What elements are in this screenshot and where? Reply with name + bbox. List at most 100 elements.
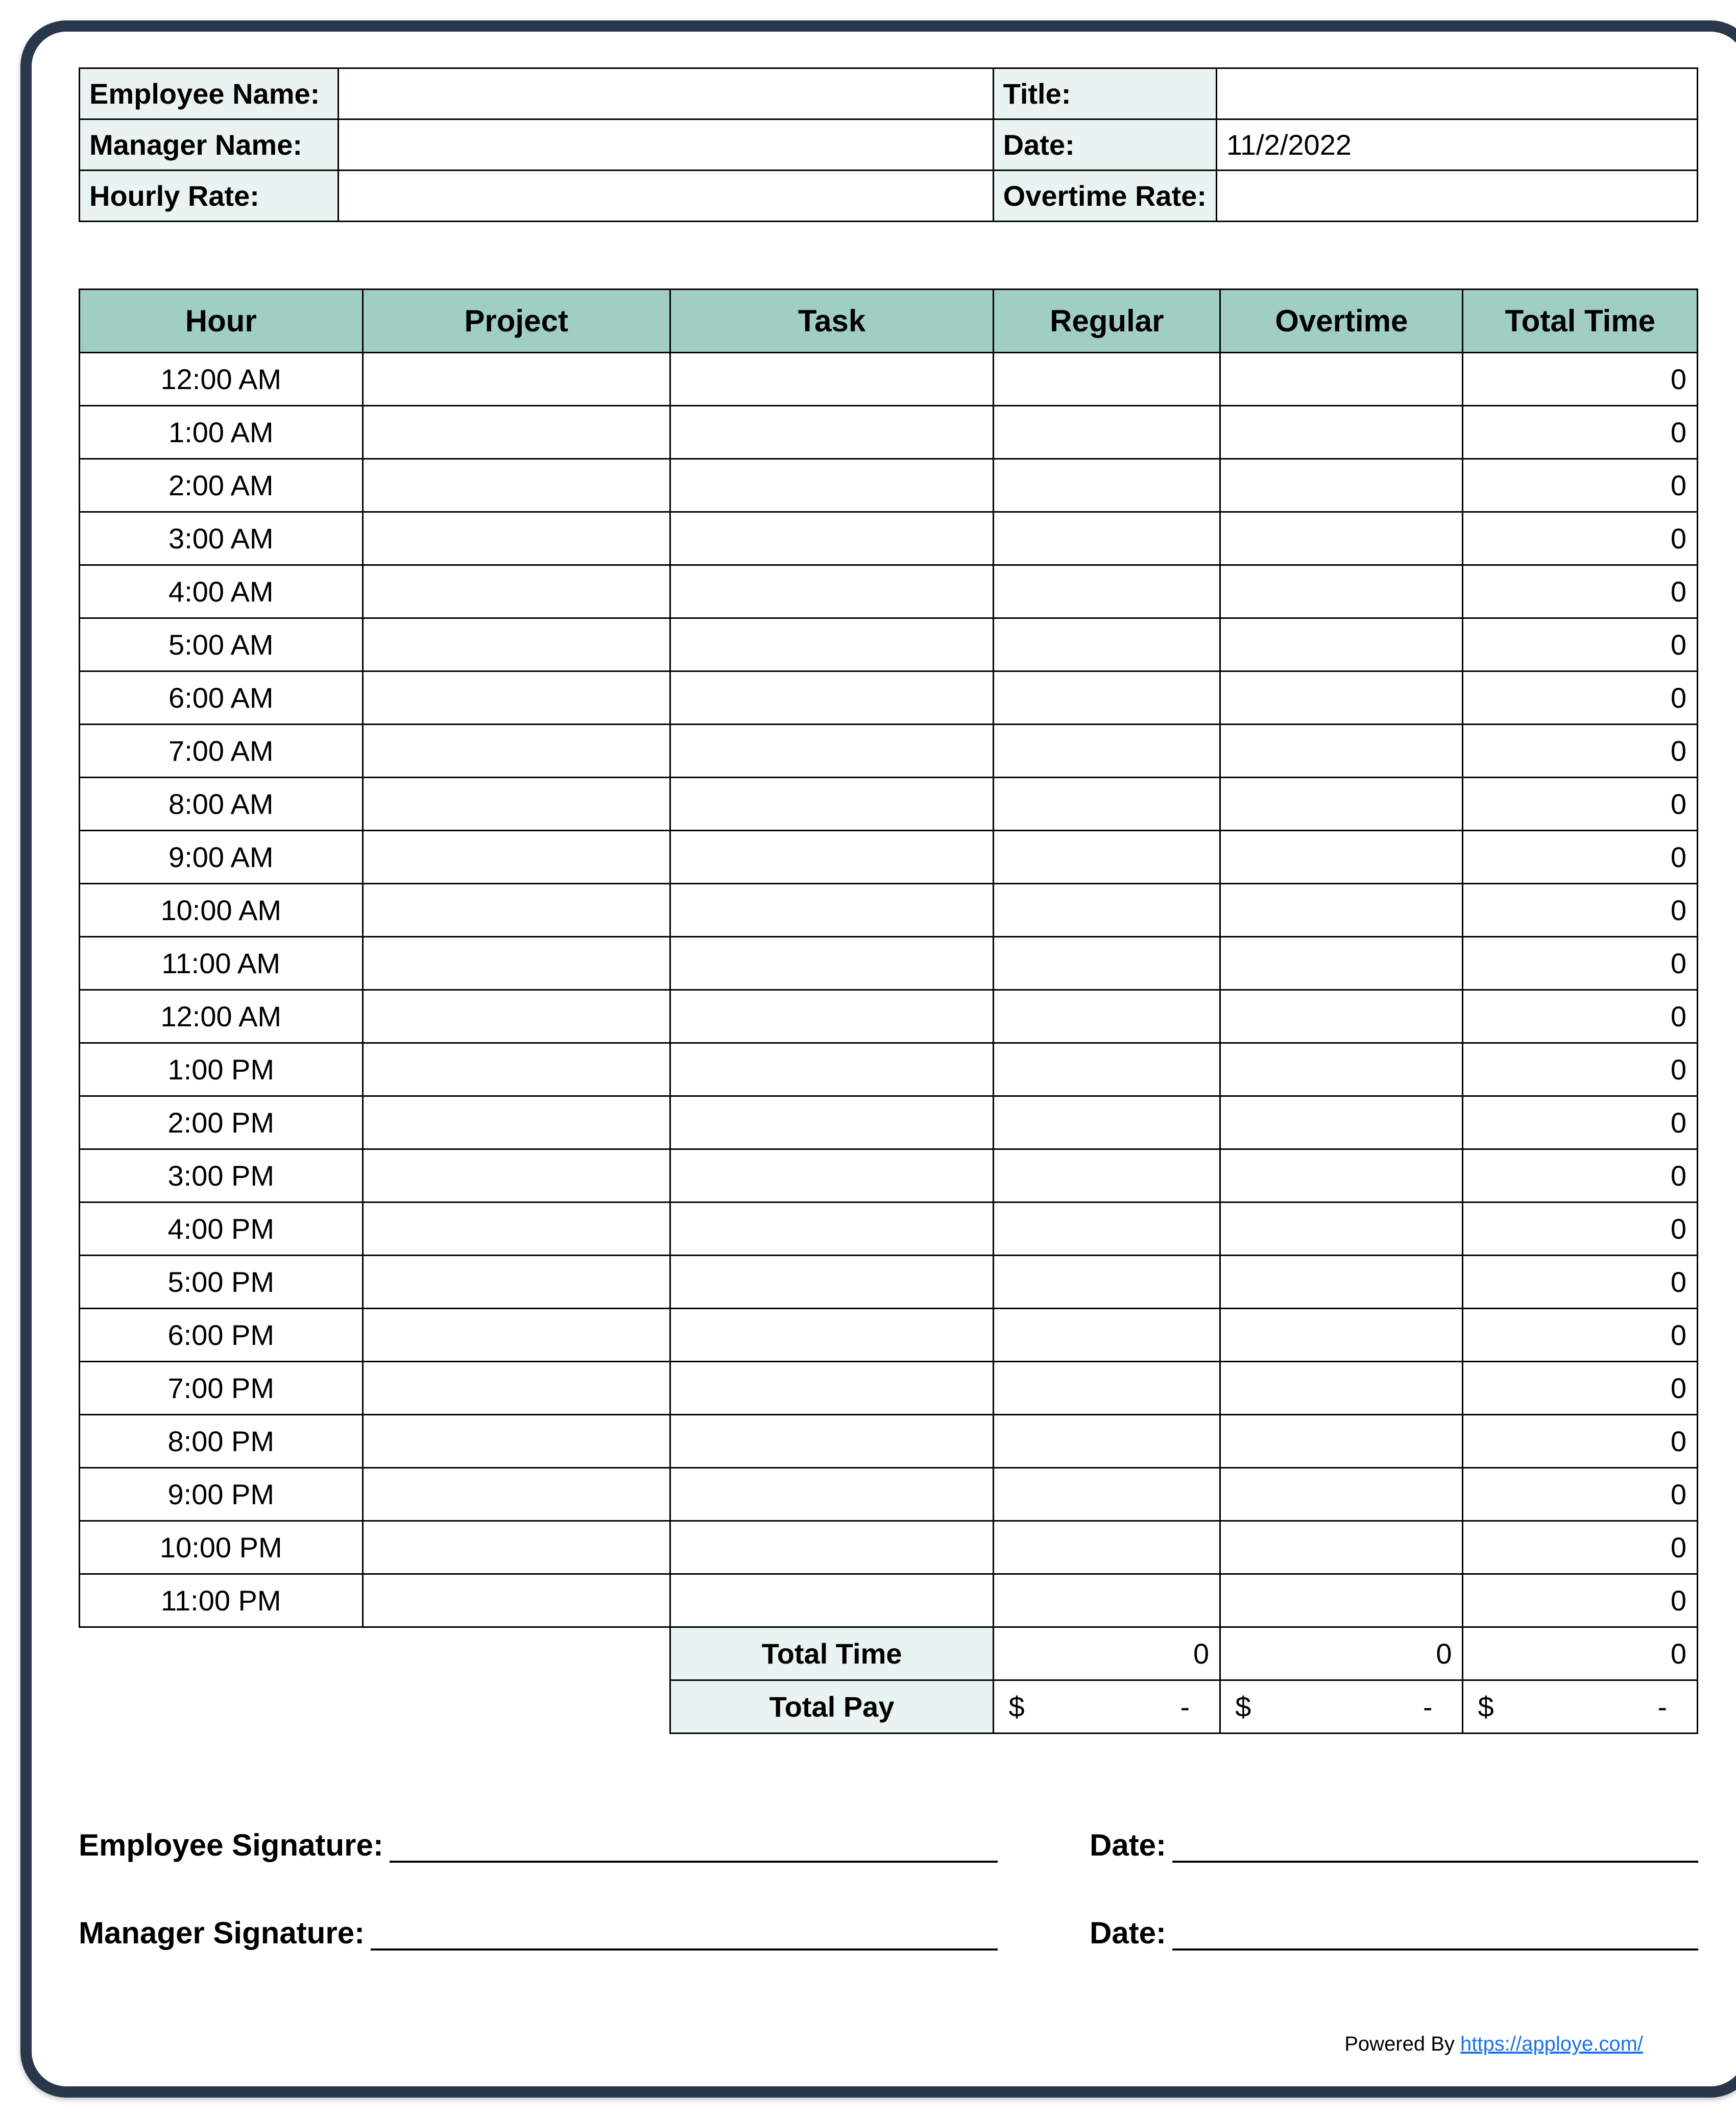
cell-regular[interactable] xyxy=(994,353,1220,406)
cell-task[interactable] xyxy=(670,1574,994,1627)
cell-task[interactable] xyxy=(670,725,994,778)
cell-task[interactable] xyxy=(670,1043,994,1096)
cell-overtime[interactable] xyxy=(1220,725,1463,778)
cell-overtime[interactable] xyxy=(1220,353,1463,406)
cell-overtime[interactable] xyxy=(1220,778,1463,831)
cell-task[interactable] xyxy=(670,1415,994,1468)
cell-task[interactable] xyxy=(670,1256,994,1309)
cell-project[interactable] xyxy=(363,884,670,937)
cell-task[interactable] xyxy=(670,406,994,459)
cell-regular[interactable] xyxy=(994,1256,1220,1309)
cell-overtime[interactable] xyxy=(1220,1468,1463,1521)
cell-task[interactable] xyxy=(670,1096,994,1149)
cell-regular[interactable] xyxy=(994,1415,1220,1468)
cell-regular[interactable] xyxy=(994,512,1220,565)
cell-project[interactable] xyxy=(363,671,670,725)
cell-regular[interactable] xyxy=(994,778,1220,831)
cell-project[interactable] xyxy=(363,1415,670,1468)
cell-project[interactable] xyxy=(363,937,670,990)
cell-overtime[interactable] xyxy=(1220,1574,1463,1627)
cell-project[interactable] xyxy=(363,406,670,459)
cell-overtime[interactable] xyxy=(1220,406,1463,459)
cell-overtime[interactable] xyxy=(1220,1521,1463,1574)
value-manager-name[interactable] xyxy=(338,119,993,171)
cell-overtime[interactable] xyxy=(1220,671,1463,725)
cell-overtime[interactable] xyxy=(1220,1256,1463,1309)
value-hourly-rate[interactable] xyxy=(338,171,993,222)
cell-task[interactable] xyxy=(670,990,994,1043)
cell-regular[interactable] xyxy=(994,831,1220,884)
value-date[interactable]: 11/2/2022 xyxy=(1217,119,1698,171)
cell-overtime[interactable] xyxy=(1220,459,1463,512)
cell-project[interactable] xyxy=(363,990,670,1043)
cell-project[interactable] xyxy=(363,1149,670,1202)
cell-overtime[interactable] xyxy=(1220,618,1463,671)
cell-project[interactable] xyxy=(363,1362,670,1415)
cell-regular[interactable] xyxy=(994,1043,1220,1096)
cell-project[interactable] xyxy=(363,725,670,778)
footer-link[interactable]: https://apploye.com/ xyxy=(1460,2033,1643,2055)
cell-project[interactable] xyxy=(363,353,670,406)
cell-overtime[interactable] xyxy=(1220,565,1463,618)
cell-overtime[interactable] xyxy=(1220,1202,1463,1256)
cell-project[interactable] xyxy=(363,1043,670,1096)
cell-regular[interactable] xyxy=(994,1309,1220,1362)
cell-overtime[interactable] xyxy=(1220,1309,1463,1362)
cell-project[interactable] xyxy=(363,831,670,884)
cell-project[interactable] xyxy=(363,459,670,512)
cell-regular[interactable] xyxy=(994,1574,1220,1627)
cell-regular[interactable] xyxy=(994,884,1220,937)
cell-task[interactable] xyxy=(670,884,994,937)
cell-task[interactable] xyxy=(670,565,994,618)
cell-project[interactable] xyxy=(363,1096,670,1149)
cell-regular[interactable] xyxy=(994,990,1220,1043)
cell-regular[interactable] xyxy=(994,1521,1220,1574)
cell-regular[interactable] xyxy=(994,937,1220,990)
cell-overtime[interactable] xyxy=(1220,1043,1463,1096)
value-overtime-rate[interactable] xyxy=(1217,171,1698,222)
cell-task[interactable] xyxy=(670,512,994,565)
cell-project[interactable] xyxy=(363,565,670,618)
value-employee-name[interactable] xyxy=(338,68,993,119)
cell-task[interactable] xyxy=(670,831,994,884)
cell-task[interactable] xyxy=(670,1202,994,1256)
cell-regular[interactable] xyxy=(994,618,1220,671)
cell-task[interactable] xyxy=(670,353,994,406)
cell-task[interactable] xyxy=(670,1309,994,1362)
cell-overtime[interactable] xyxy=(1220,512,1463,565)
cell-overtime[interactable] xyxy=(1220,884,1463,937)
cell-regular[interactable] xyxy=(994,406,1220,459)
cell-overtime[interactable] xyxy=(1220,1149,1463,1202)
cell-regular[interactable] xyxy=(994,1362,1220,1415)
cell-overtime[interactable] xyxy=(1220,1415,1463,1468)
cell-project[interactable] xyxy=(363,512,670,565)
cell-project[interactable] xyxy=(363,1256,670,1309)
signature-line[interactable] xyxy=(371,1914,998,1951)
cell-task[interactable] xyxy=(670,1149,994,1202)
cell-regular[interactable] xyxy=(994,459,1220,512)
signature-line[interactable] xyxy=(390,1826,998,1863)
cell-overtime[interactable] xyxy=(1220,1362,1463,1415)
signature-date-line[interactable] xyxy=(1172,1826,1698,1863)
cell-task[interactable] xyxy=(670,1468,994,1521)
cell-project[interactable] xyxy=(363,1468,670,1521)
cell-project[interactable] xyxy=(363,618,670,671)
cell-project[interactable] xyxy=(363,1574,670,1627)
cell-overtime[interactable] xyxy=(1220,990,1463,1043)
cell-regular[interactable] xyxy=(994,1149,1220,1202)
cell-regular[interactable] xyxy=(994,1468,1220,1521)
cell-project[interactable] xyxy=(363,778,670,831)
cell-overtime[interactable] xyxy=(1220,831,1463,884)
cell-task[interactable] xyxy=(670,671,994,725)
cell-overtime[interactable] xyxy=(1220,937,1463,990)
cell-task[interactable] xyxy=(670,937,994,990)
cell-overtime[interactable] xyxy=(1220,1096,1463,1149)
cell-task[interactable] xyxy=(670,618,994,671)
cell-task[interactable] xyxy=(670,459,994,512)
cell-regular[interactable] xyxy=(994,1096,1220,1149)
cell-project[interactable] xyxy=(363,1521,670,1574)
cell-regular[interactable] xyxy=(994,671,1220,725)
cell-task[interactable] xyxy=(670,1362,994,1415)
value-title[interactable] xyxy=(1217,68,1698,119)
cell-regular[interactable] xyxy=(994,1202,1220,1256)
